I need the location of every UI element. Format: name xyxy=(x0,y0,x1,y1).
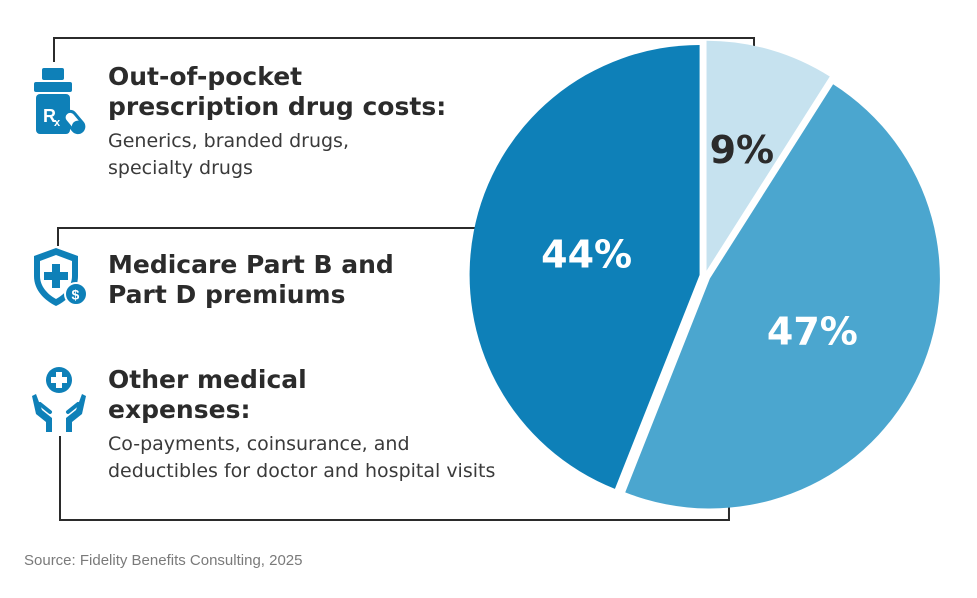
legend-title-line: Out-of-pocket xyxy=(108,62,303,91)
legend-drug-costs-title: Out-of-pocket prescription drug costs: xyxy=(108,62,446,122)
legend-medical-expenses: Other medical expenses: Co-payments, coi… xyxy=(108,365,495,485)
prescription-bottle-icon: R x xyxy=(30,68,86,141)
legend-title-line: prescription drug costs: xyxy=(108,92,447,121)
legend-desc-line: specialty drugs xyxy=(108,157,253,179)
shield-medical-dollar-icon: $ xyxy=(32,246,90,313)
legend-drug-costs: Out-of-pocket prescription drug costs: G… xyxy=(108,62,446,182)
legend-medical-expenses-title: Other medical expenses: xyxy=(108,365,495,425)
legend-title-line: Other medical xyxy=(108,365,307,394)
svg-text:x: x xyxy=(54,117,61,129)
pie-slice-44 xyxy=(469,44,700,489)
legend-desc-line: deductibles for doctor and hospital visi… xyxy=(108,460,496,482)
source-note: Source: Fidelity Benefits Consulting, 20… xyxy=(24,552,303,569)
legend-desc-line: Generics, branded drugs, xyxy=(108,130,349,152)
pie-slice-9 xyxy=(706,40,830,271)
svg-text:R: R xyxy=(43,106,56,126)
pie-slice-47 xyxy=(625,84,940,509)
legend-medical-expenses-description: Co-payments, coinsurance, and deductible… xyxy=(108,431,495,485)
legend-title-line: Part D premiums xyxy=(108,280,346,309)
hands-medical-cross-icon xyxy=(28,366,90,439)
pie-slice-labels: 9% 47% 44% xyxy=(541,128,858,353)
legend-title-line: expenses: xyxy=(108,395,251,424)
pie-slice-label: 47% xyxy=(767,310,858,354)
pie-slices xyxy=(469,40,940,509)
legend-desc-line: Co-payments, coinsurance, and xyxy=(108,433,410,455)
svg-text:$: $ xyxy=(72,287,80,303)
legend-premiums: Medicare Part B and Part D premiums xyxy=(108,250,394,310)
connector-line xyxy=(57,181,537,246)
pie-slice-label: 44% xyxy=(541,232,632,276)
legend-drug-costs-description: Generics, branded drugs, specialty drugs xyxy=(108,128,446,182)
pie-slice-label: 9% xyxy=(710,128,775,172)
legend-title-line: Medicare Part B and xyxy=(108,250,394,279)
legend-premiums-title: Medicare Part B and Part D premiums xyxy=(108,250,394,310)
